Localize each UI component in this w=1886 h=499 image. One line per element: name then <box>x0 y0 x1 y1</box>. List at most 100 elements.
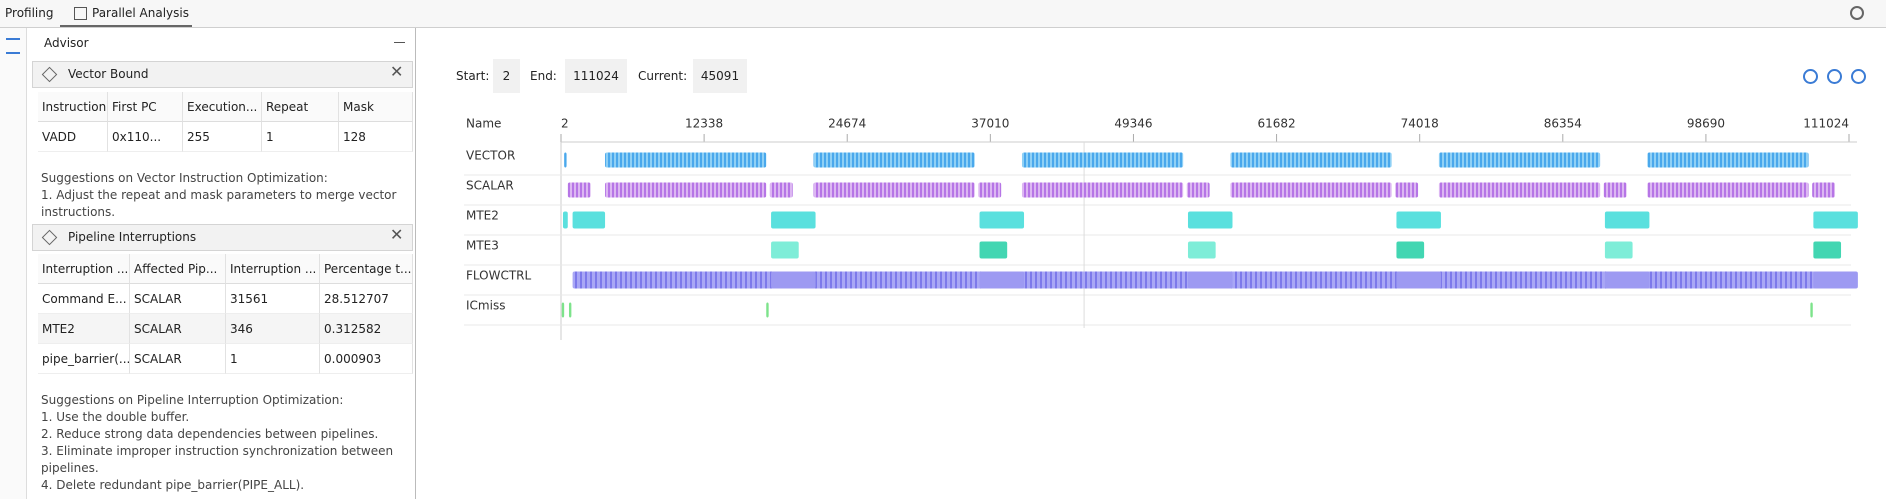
activity-block <box>769 182 793 198</box>
activity-block <box>1813 241 1842 259</box>
activity-block <box>1604 271 1650 289</box>
activity-block <box>572 211 606 229</box>
tick-label: 86354 <box>1544 117 1582 131</box>
activity-block <box>979 241 1008 259</box>
activity-block <box>979 211 1025 229</box>
table-cell: 1 <box>226 344 320 374</box>
suggestion: instructions. <box>41 205 116 219</box>
activity-block <box>605 152 767 168</box>
activity-block <box>1647 152 1809 168</box>
activity-block <box>813 152 975 168</box>
tick-label: 49346 <box>1114 117 1152 131</box>
activity-block <box>1187 271 1233 289</box>
activity-block <box>771 211 816 229</box>
table-cell: pipe_barrier(... <box>38 344 130 374</box>
activity-block <box>1396 241 1425 259</box>
activity-block <box>1813 211 1858 229</box>
tick-label: 37010 <box>971 117 1009 131</box>
activity-block <box>605 182 767 198</box>
activity-block <box>1812 182 1836 198</box>
column-header: Percentage t... <box>320 254 413 284</box>
suggestion: 1. Use the double buffer. <box>41 410 190 424</box>
activity-block <box>1187 241 1216 259</box>
tick-label: 98690 <box>1687 117 1725 131</box>
column-header: Interruption ... <box>226 254 320 284</box>
table-cell: 255 <box>183 122 262 152</box>
activity-block <box>1438 182 1601 198</box>
activity-block <box>567 182 591 198</box>
tab[interactable]: Parallel Analysis <box>92 6 189 20</box>
suggestion-title: Suggestions on Vector Instruction Optimi… <box>41 171 328 185</box>
tab-active[interactable] <box>60 0 192 27</box>
tick-label: 111024 <box>1803 117 1849 131</box>
tick-label: 12338 <box>685 117 723 131</box>
activity-block <box>771 241 799 259</box>
start-box[interactable]: 2 <box>493 59 520 93</box>
column-header: Repeat <box>262 92 339 122</box>
table-cell: VADD <box>38 122 108 152</box>
row-label: FLOWCTRL <box>466 269 532 283</box>
activity-block <box>1021 152 1184 168</box>
tab[interactable]: Profiling <box>5 6 54 20</box>
section-header <box>32 61 413 88</box>
activity-block <box>1604 211 1650 229</box>
tick-label: 74018 <box>1401 117 1439 131</box>
suggestion: 3. Eliminate improper instruction synchr… <box>41 444 394 458</box>
activity-block <box>766 302 769 318</box>
suggestion: pipelines. <box>41 461 99 475</box>
side-strip <box>0 28 27 499</box>
table-cell: 0x110... <box>108 122 183 152</box>
activity-block <box>1604 241 1633 259</box>
table-cell: 1 <box>262 122 339 152</box>
activity-block <box>1647 182 1809 198</box>
activity-block <box>979 271 1025 289</box>
activity-block <box>1396 211 1441 229</box>
table-cell: 28.512707 <box>320 284 413 314</box>
row-label: MTE3 <box>466 239 499 253</box>
section-title: Vector Bound <box>68 67 149 81</box>
activity-block <box>1603 182 1627 198</box>
current-box[interactable]: 45091 <box>693 59 747 93</box>
table-cell: MTE2 <box>38 314 130 344</box>
activity-block <box>978 182 1002 198</box>
zoom-in[interactable] <box>1803 69 1818 84</box>
table-cell: 346 <box>226 314 320 344</box>
table-cell: SCALAR <box>130 314 226 344</box>
activity-block <box>1230 152 1392 168</box>
activity-block <box>1810 302 1813 318</box>
reset[interactable] <box>1851 69 1866 84</box>
activity-block <box>1395 182 1419 198</box>
collapse[interactable] <box>394 42 405 43</box>
table-cell: 128 <box>339 122 413 152</box>
close[interactable]: ✕ <box>390 225 404 244</box>
table-cell: 0.312582 <box>320 314 413 344</box>
end-box[interactable]: 111024 <box>565 59 627 93</box>
activity-block <box>1396 271 1441 289</box>
suggestion: 2. Reduce strong data dependencies betwe… <box>41 427 379 441</box>
activity-block <box>562 211 568 229</box>
row-label: VECTOR <box>466 149 515 163</box>
column-header: Interruption ... <box>38 254 130 284</box>
section-title: Pipeline Interruptions <box>68 230 197 244</box>
tick-label: 61682 <box>1257 117 1295 131</box>
column-header: First PC <box>108 92 183 122</box>
zoom-out[interactable] <box>1827 69 1842 84</box>
row-label: MTE2 <box>466 209 499 223</box>
activity-block <box>1187 211 1233 229</box>
close[interactable]: ✕ <box>390 62 404 81</box>
table-cell: Command E... <box>38 284 130 314</box>
suggestion: 1. Adjust the repeat and mask parameters… <box>41 188 397 202</box>
suggestion: 4. Delete redundant pipe_barrier(PIPE_AL… <box>41 478 305 492</box>
activity-block <box>1021 182 1184 198</box>
activity-block <box>1186 182 1210 198</box>
column-header: Mask <box>339 92 413 122</box>
current-label: Current: <box>638 69 688 83</box>
table-cell: 0.000903 <box>320 344 413 374</box>
activity-block <box>568 302 572 318</box>
start-label: Start: <box>456 69 490 83</box>
settings-icon[interactable] <box>1850 6 1864 20</box>
side-icon[interactable] <box>6 38 20 54</box>
activity-block <box>813 182 975 198</box>
suggestion-title: Suggestions on Pipeline Interruption Opt… <box>41 393 344 407</box>
activity-block <box>561 302 565 318</box>
